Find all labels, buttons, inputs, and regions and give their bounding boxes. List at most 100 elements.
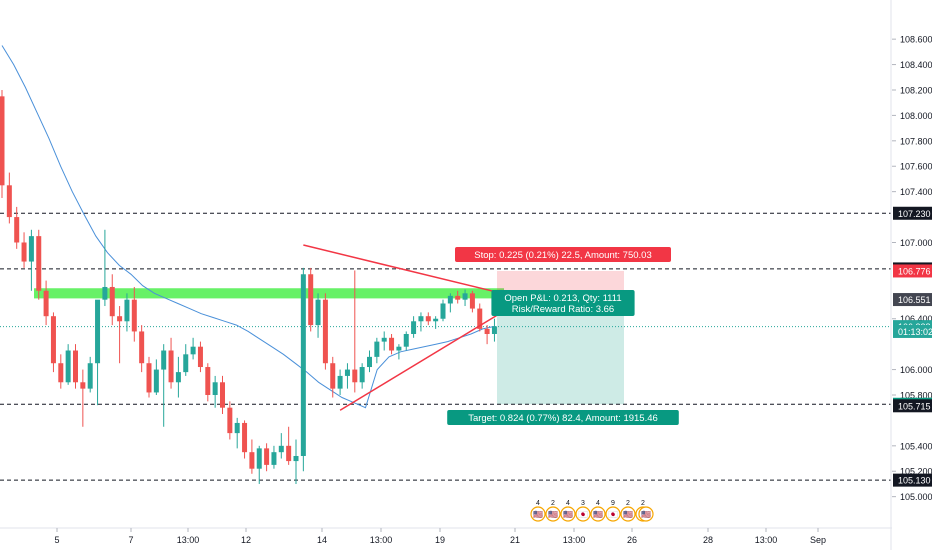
candle-body [234, 422, 240, 434]
target-zone[interactable] [497, 299, 624, 405]
price-badge[interactable]: 107.230 [893, 206, 932, 220]
candle[interactable] [359, 363, 365, 389]
price-badge[interactable]: 105.715 [893, 399, 932, 413]
candle[interactable] [469, 290, 475, 313]
candle[interactable] [0, 89, 5, 199]
candle[interactable] [220, 375, 225, 415]
candle[interactable] [102, 229, 108, 307]
candle[interactable] [36, 229, 42, 300]
candle[interactable] [205, 363, 211, 402]
candle[interactable] [87, 356, 93, 393]
candle[interactable] [337, 369, 343, 395]
candle[interactable] [352, 270, 358, 393]
candle[interactable] [197, 341, 203, 373]
candle[interactable] [462, 289, 468, 307]
candle[interactable] [43, 280, 49, 326]
target-label[interactable]: Target: 0.824 (0.77%) 82.4, Amount: 1915… [447, 410, 679, 425]
candle[interactable] [403, 331, 409, 351]
candle[interactable] [367, 350, 372, 373]
candle[interactable] [50, 312, 56, 373]
candle[interactable] [190, 337, 196, 360]
support-zone[interactable] [34, 288, 504, 299]
candle[interactable] [300, 267, 306, 472]
candle[interactable] [256, 445, 262, 484]
candle[interactable] [212, 375, 218, 408]
candle[interactable] [278, 433, 284, 459]
candle[interactable] [389, 333, 395, 355]
candle[interactable] [95, 299, 101, 406]
stop-label[interactable]: Stop: 0.225 (0.21%) 22.5, Amount: 750.03 [455, 247, 671, 262]
candle[interactable] [308, 267, 314, 332]
candle[interactable] [381, 331, 387, 351]
candle[interactable] [315, 293, 321, 338]
economic-event-icon[interactable]: 🇺🇸 2 [620, 500, 636, 522]
economic-event-icon[interactable]: 🇯🇵 3 [575, 500, 591, 522]
candle-body [396, 346, 402, 351]
candle[interactable] [425, 312, 431, 326]
candle[interactable] [264, 443, 270, 472]
price-badge[interactable]: 105.130 [893, 473, 932, 487]
candle[interactable] [6, 172, 12, 224]
candle[interactable] [322, 293, 328, 370]
candle[interactable] [286, 426, 292, 465]
candle[interactable] [131, 286, 137, 342]
candle[interactable] [14, 206, 20, 249]
candle[interactable] [139, 325, 145, 373]
candle[interactable] [28, 229, 34, 291]
candle-body [278, 445, 284, 453]
economic-event-icon[interactable]: 🇺🇸 4 [530, 500, 546, 522]
candle[interactable] [242, 420, 248, 459]
candle[interactable] [344, 363, 350, 389]
candle[interactable] [293, 439, 299, 484]
candle[interactable] [58, 354, 64, 389]
candle[interactable] [491, 318, 497, 342]
candle[interactable] [447, 293, 453, 313]
candle[interactable] [183, 344, 189, 376]
candle[interactable] [418, 312, 424, 332]
candle[interactable] [271, 445, 277, 469]
moving-average-line[interactable] [1, 45, 495, 409]
event-count: 2 [626, 500, 630, 507]
candle[interactable] [330, 356, 336, 398]
candle[interactable] [117, 306, 123, 364]
economic-event-icon[interactable]: 🇺🇸 4 [560, 500, 576, 522]
candle[interactable] [73, 344, 78, 389]
candle[interactable] [484, 325, 490, 345]
candle[interactable] [168, 337, 174, 389]
candle-body [447, 295, 453, 304]
price-badge[interactable]: 106.776 [893, 264, 932, 278]
economic-event-icon[interactable]: 🇺🇸 4 [590, 500, 606, 522]
economic-event-icon[interactable]: 🇺🇸 [638, 506, 654, 522]
candle[interactable] [109, 274, 115, 326]
candle[interactable] [411, 316, 417, 338]
trendline[interactable] [339, 311, 503, 411]
candle[interactable] [227, 401, 233, 440]
candle[interactable] [21, 232, 27, 268]
price-badge[interactable]: 106.551 [893, 293, 932, 307]
trendline[interactable] [303, 244, 502, 295]
candle[interactable] [124, 293, 130, 332]
candle[interactable] [65, 344, 71, 385]
candle[interactable] [440, 299, 446, 322]
candle-body [124, 299, 130, 322]
candle[interactable] [249, 439, 255, 474]
candle[interactable] [175, 356, 181, 398]
candle[interactable] [153, 359, 159, 395]
candle[interactable] [374, 337, 380, 364]
economic-event-icon[interactable]: 🇺🇸 2 [545, 500, 561, 522]
candle[interactable] [161, 344, 167, 427]
candle[interactable] [80, 369, 86, 427]
candle[interactable] [455, 290, 461, 304]
candle[interactable] [477, 303, 483, 332]
candle-body [484, 328, 490, 334]
candle[interactable] [433, 316, 439, 329]
price-badge[interactable]: 01:13:02 [893, 324, 932, 338]
candle[interactable] [234, 417, 240, 449]
candle[interactable] [146, 356, 152, 398]
candle-body [146, 363, 152, 393]
candle[interactable] [396, 344, 402, 360]
economic-event-icon[interactable]: 🇯🇵 9 [605, 500, 621, 522]
